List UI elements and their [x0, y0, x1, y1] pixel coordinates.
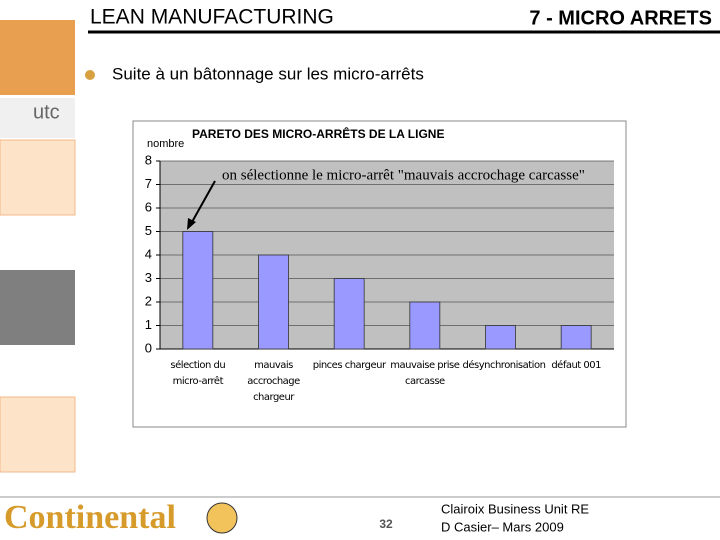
- x-tick-label: pinces chargeur: [312, 360, 386, 371]
- company-logo: Continental: [4, 499, 176, 536]
- x-tick-label: mauvais accrochage chargeur: [247, 360, 300, 403]
- y-tick-label: 6: [145, 199, 152, 214]
- tile: [0, 139, 76, 216]
- x-tick-label: mauvaise prise carcasse: [390, 360, 460, 387]
- y-tick-label: 4: [145, 246, 152, 261]
- utc-logo: utc: [33, 101, 60, 123]
- tile: [0, 270, 75, 345]
- slide-title: LEAN MANUFACTURING: [90, 6, 334, 29]
- tile: [0, 396, 76, 473]
- y-tick-label: 8: [145, 152, 152, 167]
- bullet-text: Suite à un bâtonnage sur les micro-arrêt…: [112, 64, 424, 83]
- y-tick-label: 5: [145, 223, 152, 238]
- y-tick-label: 3: [145, 270, 152, 285]
- logo-emblem: [206, 502, 238, 534]
- footer-line: Clairoix Business Unit RE: [441, 501, 589, 516]
- y-tick-label: 0: [145, 340, 152, 355]
- bullet-dot: [85, 70, 95, 80]
- chart: 0 1 2 3 4 5 6 7 8: [145, 152, 614, 355]
- bar: [182, 231, 214, 350]
- y-tick-label: 2: [145, 293, 152, 308]
- arrow-head: [187, 218, 196, 230]
- bar: [560, 325, 592, 350]
- section-title: 7 - MICRO ARRETS: [529, 7, 712, 29]
- bar: [485, 325, 516, 350]
- y-tick-label: 7: [145, 176, 152, 191]
- footer-line: D Casier– Mars 2009: [441, 519, 564, 534]
- annotation-arrow: [191, 180, 216, 223]
- x-tick-label: défaut 001: [551, 360, 601, 371]
- x-tick-label: sélection du micro-arrêt: [170, 360, 226, 387]
- bar: [409, 301, 441, 350]
- bar: [333, 278, 365, 350]
- y-tick-label: 1: [145, 317, 152, 332]
- bar: [258, 254, 289, 350]
- utc-logo-box: [0, 98, 75, 138]
- annotation: on sélectionne le micro-arrêt "mauvais a…: [222, 167, 585, 183]
- y-axis-label: nombre: [147, 138, 184, 150]
- page-number: 32: [379, 517, 393, 531]
- chart-title: PARETO DES MICRO-ARRÊTS DE LA LIGNE: [192, 126, 444, 141]
- x-tick-label: désynchronisation: [462, 360, 546, 371]
- photo-tile: [0, 20, 75, 95]
